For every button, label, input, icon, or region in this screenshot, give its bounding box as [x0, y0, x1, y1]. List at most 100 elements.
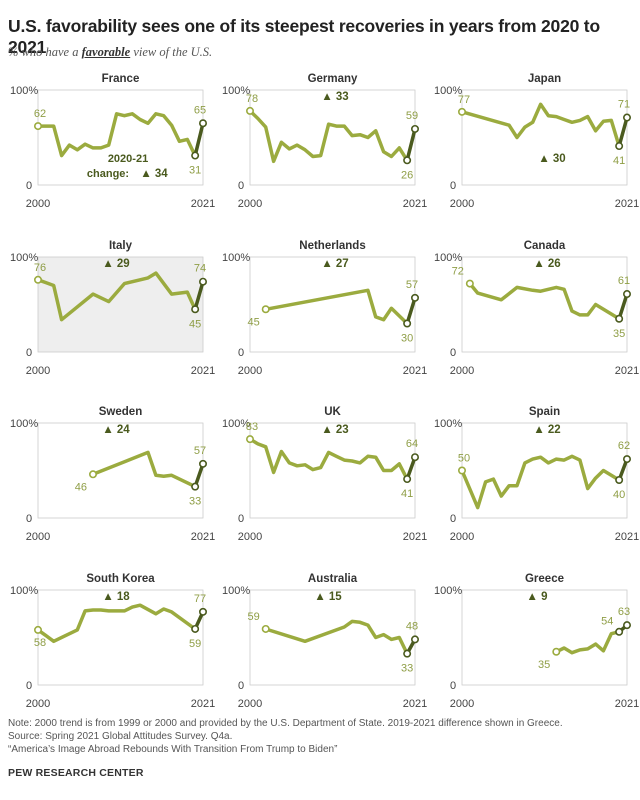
spain-xtick-start: 2000	[450, 531, 474, 543]
japan-point-start	[457, 107, 466, 116]
france-label-end: 65	[194, 104, 206, 116]
france-title: France	[102, 73, 140, 85]
uk-point-prev	[403, 475, 412, 484]
canada-title: Canada	[524, 240, 566, 252]
canada-panel	[461, 256, 628, 353]
canada-label-end: 61	[618, 275, 630, 287]
netherlands-point-end	[410, 293, 419, 302]
italy-series-line	[36, 271, 197, 322]
france-point-prev	[191, 151, 200, 160]
canada-xtick-start: 2000	[450, 365, 474, 377]
greece-panel	[461, 589, 628, 686]
australia-xtick-end: 2021	[403, 698, 427, 710]
uk-point-end	[410, 453, 419, 462]
notes-block: Note: 2000 trend is from 1999 or 2000 an…	[8, 717, 563, 756]
sweden-ytick-bottom: 0	[26, 513, 32, 525]
uk-xtick-end: 2021	[403, 531, 427, 543]
south-korea-point-prev	[191, 624, 200, 633]
canada-point-start	[465, 279, 474, 288]
spain-label-end: 62	[618, 440, 630, 452]
italy-label-end: 74	[194, 263, 206, 275]
italy-label-low: 45	[189, 318, 201, 330]
germany-xtick-start: 2000	[238, 198, 262, 210]
germany-label-start: 78	[246, 93, 258, 105]
south-korea-point-start	[33, 625, 42, 634]
germany-ytick-bottom: 0	[238, 180, 244, 192]
germany-point-prev	[403, 156, 412, 165]
sweden-ytick-top: 100%	[10, 418, 38, 430]
netherlands-title: Netherlands	[299, 240, 365, 252]
greece-xtick-start: 2000	[450, 698, 474, 710]
germany-xtick-end: 2021	[403, 198, 427, 210]
south-korea-title: South Korea	[86, 573, 155, 585]
germany-change-value: ▲ 33	[321, 91, 348, 103]
netherlands-label-start: 45	[247, 316, 259, 328]
netherlands-xtick-end: 2021	[403, 365, 427, 377]
south-korea-point-end	[199, 607, 208, 616]
italy-point-end	[199, 277, 208, 286]
italy-panel	[37, 256, 204, 353]
italy-label-start: 76	[34, 262, 46, 274]
netherlands-series-line	[263, 288, 409, 326]
japan-ytick-top: 100%	[434, 85, 462, 97]
france-change-value: ▲ 34	[140, 168, 168, 180]
canada-ytick-top: 100%	[434, 252, 462, 264]
uk-point-start	[246, 435, 255, 444]
germany-title: Germany	[308, 73, 358, 85]
netherlands-xtick-start: 2000	[238, 365, 262, 377]
sweden-series-line	[91, 450, 197, 489]
germany-ytick-top: 100%	[222, 85, 250, 97]
canada-change-value: ▲ 26	[533, 258, 560, 270]
south-korea-label-low: 59	[189, 638, 201, 650]
australia-point-start	[261, 624, 270, 633]
japan-label-end: 71	[618, 99, 630, 111]
south-korea-xtick-start: 2000	[26, 698, 50, 710]
greece-xtick-end: 2021	[615, 698, 639, 710]
france-ytick-bottom: 0	[26, 180, 32, 192]
france-point-start	[33, 122, 42, 131]
italy-point-start	[33, 275, 42, 284]
greece-change-value: ▲ 9	[527, 591, 548, 603]
greece-ytick-bottom: 0	[450, 680, 456, 692]
italy-xtick-end: 2021	[191, 365, 215, 377]
japan-label-low: 41	[613, 155, 625, 167]
source-text: Source: Spring 2021 Global Attitudes Sur…	[8, 731, 233, 742]
greece-label-start: 35	[538, 659, 550, 671]
greece-point-prev	[615, 627, 624, 636]
france-xtick-end: 2021	[191, 198, 215, 210]
japan-label-start: 77	[458, 94, 470, 106]
canada-point-prev	[615, 314, 624, 323]
sweden-point-prev	[191, 482, 200, 491]
germany-label-low: 26	[401, 169, 413, 181]
australia-label-end: 48	[406, 620, 418, 632]
brand-logo: PEW RESEARCH CENTER	[8, 767, 144, 779]
sweden-change-segment	[193, 462, 205, 489]
uk-ytick-bottom: 0	[238, 513, 244, 525]
france-change-segment	[193, 121, 205, 158]
sweden-label-start: 46	[75, 481, 87, 493]
australia-label-start: 59	[247, 611, 259, 623]
chart-subtitle: % who have a favorable view of the U.S.	[8, 45, 212, 60]
italy-ytick-bottom: 0	[26, 347, 32, 359]
australia-series-line	[263, 619, 409, 656]
australia-ytick-bottom: 0	[238, 680, 244, 692]
uk-ytick-top: 100%	[222, 418, 250, 430]
sweden-xtick-end: 2021	[191, 531, 215, 543]
japan-panel	[461, 89, 628, 186]
japan-change-segment	[617, 115, 629, 148]
australia-point-end	[410, 635, 419, 644]
italy-change-value: ▲ 29	[102, 258, 129, 270]
report-text: “America’s Image Abroad Rebounds With Tr…	[8, 744, 338, 755]
spain-ytick-bottom: 0	[450, 513, 456, 525]
south-korea-change-value: ▲ 18	[102, 591, 130, 603]
spain-panel	[461, 422, 628, 519]
netherlands-label-low: 30	[401, 333, 413, 345]
spain-title: Spain	[529, 406, 560, 418]
greece-point-start	[552, 647, 561, 656]
germany-change-segment	[405, 127, 417, 163]
uk-series-line	[248, 437, 409, 481]
japan-xtick-start: 2000	[450, 198, 474, 210]
japan-xtick-end: 2021	[615, 198, 639, 210]
sweden-xtick-start: 2000	[26, 531, 50, 543]
